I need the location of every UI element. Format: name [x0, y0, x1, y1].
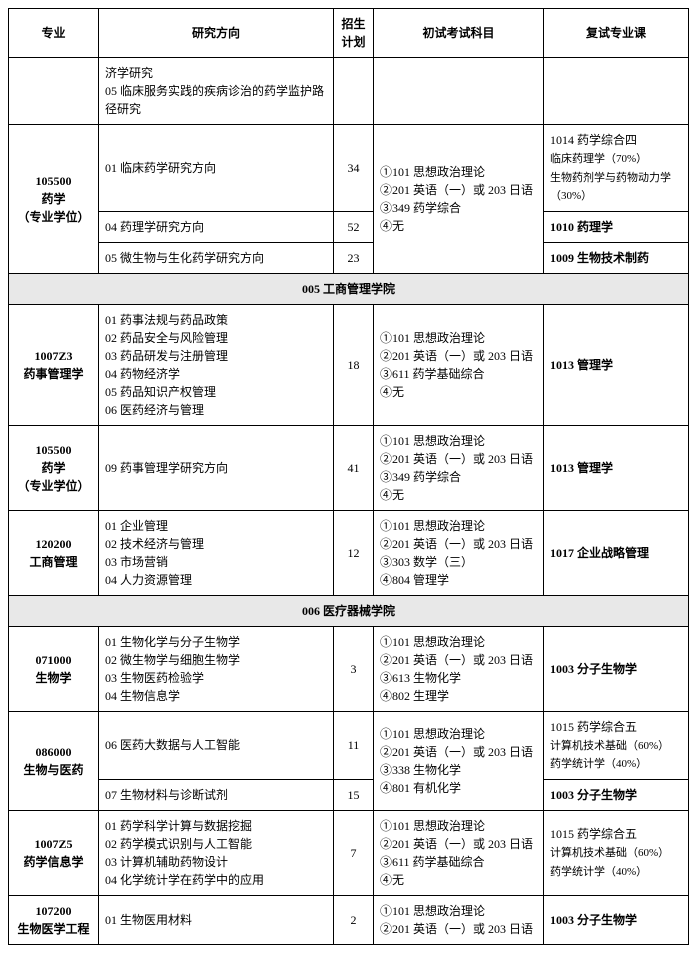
plan-cell	[334, 58, 374, 125]
retest-cell: 1010 药理学	[544, 211, 689, 242]
retest-cell: 1015 药学综合五计算机技术基础（60%）药学统计学（40%）	[544, 810, 689, 895]
table-row: 105500药学（专业学位）01 临床药学研究方向34①101 思想政治理论②2…	[9, 125, 689, 212]
header-direction: 研究方向	[99, 9, 334, 58]
direction-cell: 01 生物化学与分子生物学02 微生物学与细胞生物学03 生物医药检验学04 生…	[99, 626, 334, 711]
direction-cell: 01 企业管理02 技术经济与管理03 市场营销04 人力资源管理	[99, 510, 334, 595]
plan-cell: 7	[334, 810, 374, 895]
header-major: 专业	[9, 9, 99, 58]
table-row: 120200工商管理01 企业管理02 技术经济与管理03 市场营销04 人力资…	[9, 510, 689, 595]
exam-cell: ①101 思想政治理论②201 英语（一）或 203 日语③611 药学基础综合…	[374, 304, 544, 425]
exam-cell	[374, 58, 544, 125]
retest-cell: 1003 分子生物学	[544, 895, 689, 944]
major-cell: 107200生物医学工程	[9, 895, 99, 944]
plan-cell: 34	[334, 125, 374, 212]
direction-cell: 01 药事法规与药品政策02 药品安全与风险管理03 药品研发与注册管理04 药…	[99, 304, 334, 425]
plan-cell: 11	[334, 711, 374, 779]
table-row: 107200生物医学工程01 生物医用材料2①101 思想政治理论②201 英语…	[9, 895, 689, 944]
retest-cell: 1013 管理学	[544, 425, 689, 510]
retest-cell: 1003 分子生物学	[544, 779, 689, 810]
section-row: 005 工商管理学院	[9, 273, 689, 304]
table-row: 04 药理学研究方向52 1010 药理学	[9, 211, 689, 242]
direction-cell: 01 药学科学计算与数据挖掘02 药学模式识别与人工智能03 计算机辅助药物设计…	[99, 810, 334, 895]
major-cell: 105500药学（专业学位）	[9, 425, 99, 510]
direction-cell: 07 生物材料与诊断试剂	[99, 779, 334, 810]
major-cell: 071000生物学	[9, 626, 99, 711]
table-row: 005 工商管理学院	[9, 273, 689, 304]
plan-cell: 23	[334, 242, 374, 273]
plan-cell: 41	[334, 425, 374, 510]
exam-cell: ①101 思想政治理论②201 英语（一）或 203 日语③349 药学综合④无	[374, 425, 544, 510]
header-row: 专业 研究方向 招生计划 初试考试科目 复试专业课	[9, 9, 689, 58]
major-cell: 1007Z5药学信息学	[9, 810, 99, 895]
major-cell: 120200工商管理	[9, 510, 99, 595]
direction-cell: 01 临床药学研究方向	[99, 125, 334, 212]
exam-cell: ①101 思想政治理论②201 英语（一）或 203 日语	[374, 895, 544, 944]
direction-cell: 04 药理学研究方向	[99, 211, 334, 242]
direction-cell: 01 生物医用材料	[99, 895, 334, 944]
retest-cell	[544, 58, 689, 125]
header-retest: 复试专业课	[544, 9, 689, 58]
major-cell: 086000生物与医药	[9, 711, 99, 810]
exam-cell: ①101 思想政治理论②201 英语（一）或 203 日语③303 数学（三）④…	[374, 510, 544, 595]
direction-cell: 济学研究05 临床服务实践的疾病诊治的药学监护路径研究	[99, 58, 334, 125]
major-cell: 1007Z3药事管理学	[9, 304, 99, 425]
retest-cell: 1003 分子生物学	[544, 626, 689, 711]
exam-cell: ①101 思想政治理论②201 英语（一）或 203 日语③613 生物化学④8…	[374, 626, 544, 711]
retest-cell: 1015 药学综合五计算机技术基础（60%）药学统计学（40%）	[544, 711, 689, 779]
retest-cell: 1014 药学综合四临床药理学（70%）生物药剂学与药物动力学（30%）	[544, 125, 689, 212]
table-row: 1007Z5药学信息学01 药学科学计算与数据挖掘02 药学模式识别与人工智能0…	[9, 810, 689, 895]
catalog-table: 专业 研究方向 招生计划 初试考试科目 复试专业课 济学研究05 临床服务实践的…	[8, 8, 689, 945]
plan-cell: 12	[334, 510, 374, 595]
table-row: 1007Z3药事管理学01 药事法规与药品政策02 药品安全与风险管理03 药品…	[9, 304, 689, 425]
table-row: 07 生物材料与诊断试剂15 1003 分子生物学	[9, 779, 689, 810]
header-plan: 招生计划	[334, 9, 374, 58]
direction-cell: 09 药事管理学研究方向	[99, 425, 334, 510]
table-row: 105500药学（专业学位）09 药事管理学研究方向41①101 思想政治理论②…	[9, 425, 689, 510]
exam-cell: ①101 思想政治理论②201 英语（一）或 203 日语③338 生物化学④8…	[374, 711, 544, 810]
retest-cell: 1013 管理学	[544, 304, 689, 425]
major-cell	[9, 58, 99, 125]
exam-cell: ①101 思想政治理论②201 英语（一）或 203 日语③349 药学综合④无	[374, 125, 544, 274]
retest-cell: 1009 生物技术制药	[544, 242, 689, 273]
direction-cell: 05 微生物与生化药学研究方向	[99, 242, 334, 273]
exam-cell: ①101 思想政治理论②201 英语（一）或 203 日语③611 药学基础综合…	[374, 810, 544, 895]
header-exam: 初试考试科目	[374, 9, 544, 58]
plan-cell: 3	[334, 626, 374, 711]
plan-cell: 52	[334, 211, 374, 242]
major-cell: 105500药学（专业学位）	[9, 125, 99, 274]
plan-cell: 18	[334, 304, 374, 425]
table-row: 济学研究05 临床服务实践的疾病诊治的药学监护路径研究	[9, 58, 689, 125]
table-row: 086000生物与医药06 医药大数据与人工智能11①101 思想政治理论②20…	[9, 711, 689, 779]
table-row: 006 医疗器械学院	[9, 595, 689, 626]
table-row: 071000生物学01 生物化学与分子生物学02 微生物学与细胞生物学03 生物…	[9, 626, 689, 711]
table-row: 05 微生物与生化药学研究方向23 1009 生物技术制药	[9, 242, 689, 273]
retest-cell: 1017 企业战略管理	[544, 510, 689, 595]
direction-cell: 06 医药大数据与人工智能	[99, 711, 334, 779]
section-row: 006 医疗器械学院	[9, 595, 689, 626]
plan-cell: 15	[334, 779, 374, 810]
plan-cell: 2	[334, 895, 374, 944]
